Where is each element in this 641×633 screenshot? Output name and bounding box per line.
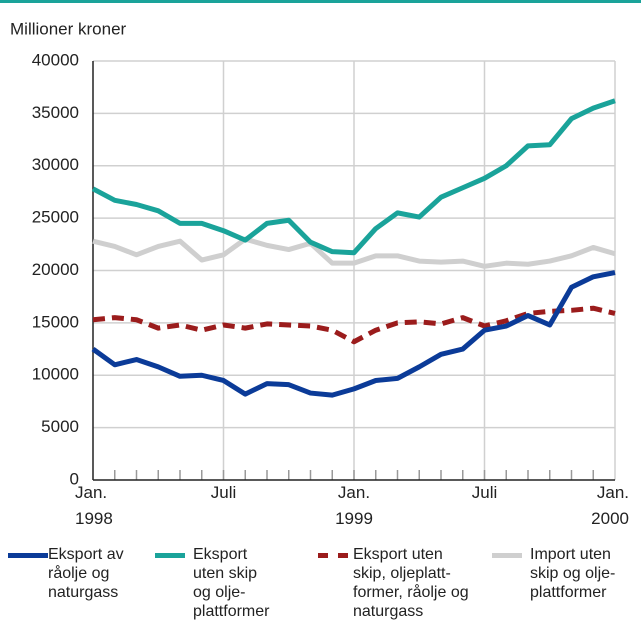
legend-swatch bbox=[8, 553, 48, 558]
top-rule bbox=[0, 0, 641, 3]
legend-label: Import uten skip og olje-plattformer bbox=[530, 546, 616, 601]
x-tick-label: Jan. 1998 bbox=[75, 483, 113, 528]
line-series bbox=[92, 305, 616, 345]
legend-swatch bbox=[492, 553, 522, 558]
y-tick-label: 25000 bbox=[32, 208, 79, 227]
legend-swatch bbox=[155, 553, 185, 558]
legend-label: Eksport uten skip, oljeplatt-former, råo… bbox=[353, 546, 469, 620]
y-tick-label: 30000 bbox=[32, 155, 79, 174]
y-tick-label: 0 bbox=[70, 469, 79, 488]
y-tick-label: 10000 bbox=[32, 365, 79, 384]
line-series bbox=[91, 98, 616, 256]
y-tick-label: 5000 bbox=[41, 417, 79, 436]
line-series bbox=[92, 236, 616, 269]
y-tick-label: 15000 bbox=[32, 312, 79, 331]
x-tick-label: Jan. 2000 bbox=[591, 483, 629, 528]
y-tick-label: 40000 bbox=[32, 50, 79, 69]
legend-swatch bbox=[318, 553, 348, 558]
legend-label: Eksport uten skip og olje-plattformer bbox=[193, 546, 270, 620]
chart: Millioner kroner 0 5000 10000 15000 20000 250… bbox=[10, 19, 629, 528]
legend-label: Eksport av råolje og naturgass bbox=[48, 546, 124, 601]
x-tick-label: Juli bbox=[211, 483, 237, 502]
y-tick-label: 20000 bbox=[32, 260, 79, 279]
line-series bbox=[91, 270, 616, 398]
x-tick-label: Juli bbox=[472, 483, 498, 502]
chart-title: Millioner kroner bbox=[10, 19, 127, 38]
x-tick-label: Jan. 1999 bbox=[335, 483, 373, 528]
y-tick-label: 35000 bbox=[32, 103, 79, 122]
